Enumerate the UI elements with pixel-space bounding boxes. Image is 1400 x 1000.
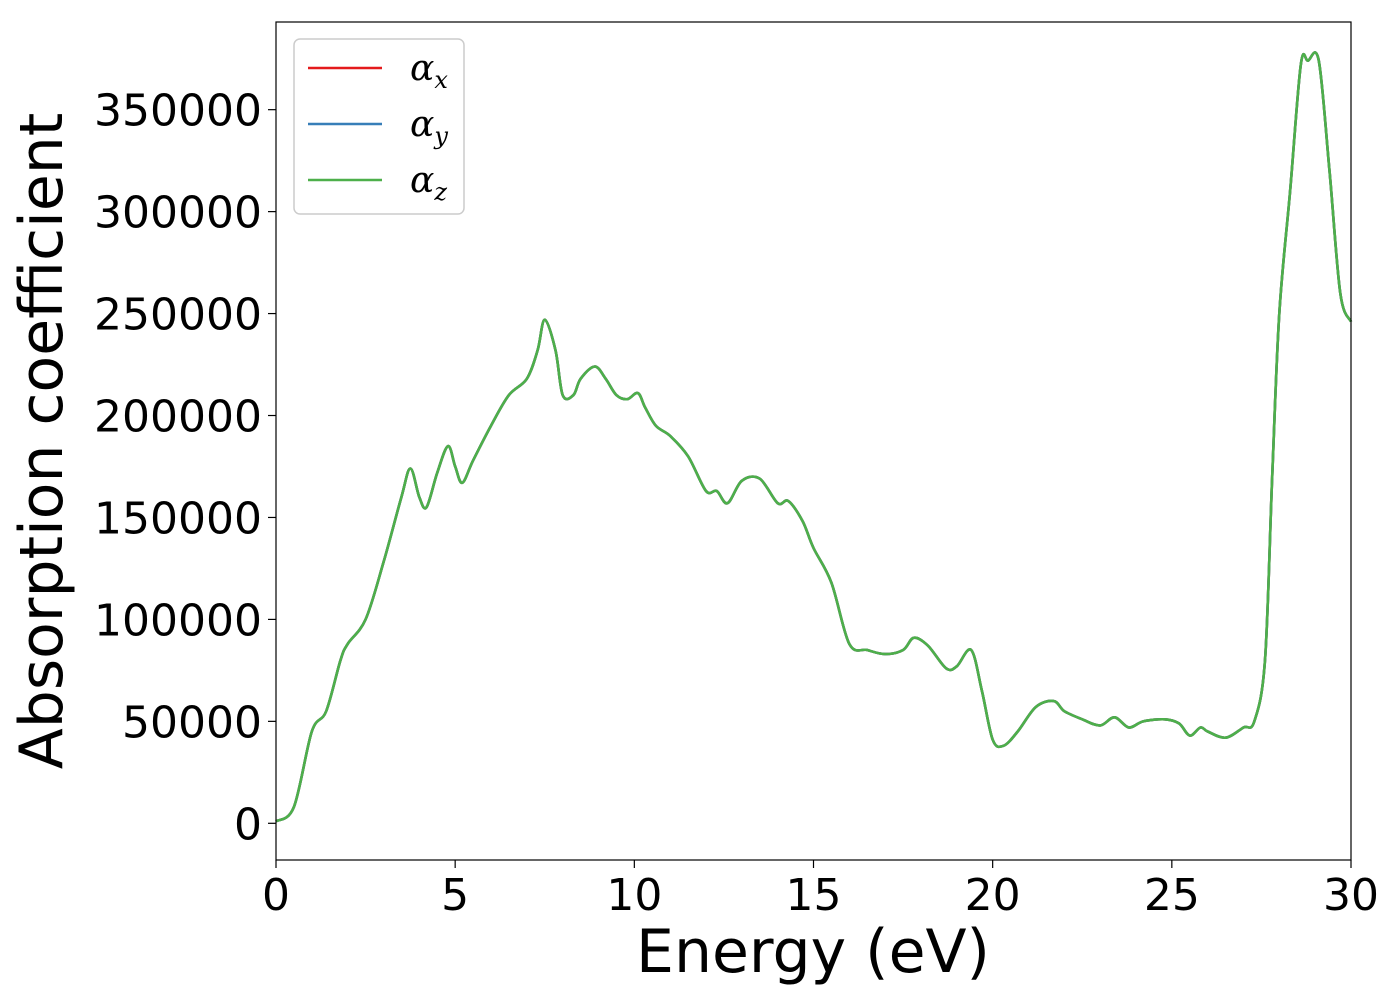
- legend: αx αy αz: [293, 38, 465, 215]
- series-layer: [275, 51, 1353, 823]
- y-tick-label: 250000: [94, 290, 262, 341]
- y-tick-label: 0: [234, 799, 262, 850]
- x-tick-label: 0: [262, 870, 290, 921]
- x-tick-label: 30: [1323, 870, 1379, 921]
- legend-label-1: αx: [410, 48, 448, 94]
- x-tick-label: 5: [441, 870, 469, 921]
- y-tick-label: 100000: [94, 595, 262, 646]
- y-tick-label: 50000: [122, 697, 262, 748]
- legend-label-2: αy: [410, 104, 448, 150]
- x-tick-label: 10: [606, 870, 662, 921]
- y-tick-label: 350000: [94, 86, 262, 137]
- series-line-3: [275, 51, 1353, 823]
- x-axis: 0 5 10 15 20 25 30: [262, 860, 1379, 921]
- x-tick-label: 20: [965, 870, 1021, 921]
- legend-frame: [293, 38, 465, 215]
- y-axis-title: Absorption coefficient: [7, 113, 77, 770]
- legend-label-3: αz: [410, 160, 447, 206]
- y-tick-label: 300000: [94, 188, 262, 239]
- y-axis: 0 50000 100000 150000 200000 250000 300000 3500…: [94, 86, 276, 850]
- y-tick-label: 200000: [94, 392, 262, 443]
- y-tick-label: 150000: [94, 493, 262, 544]
- x-tick-label: 25: [1144, 870, 1200, 921]
- x-axis-title: Energy (eV): [636, 917, 990, 987]
- x-tick-label: 15: [786, 870, 842, 921]
